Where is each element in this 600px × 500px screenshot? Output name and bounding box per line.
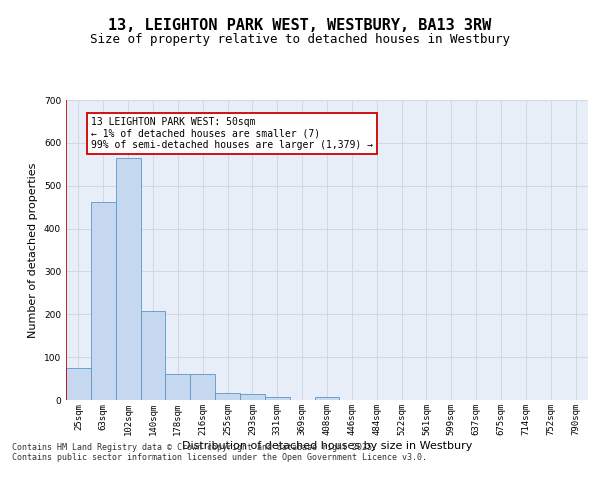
Bar xyxy=(215,392,240,400)
Bar xyxy=(166,374,190,400)
Bar xyxy=(190,374,215,400)
Bar xyxy=(91,202,116,400)
Bar xyxy=(140,312,166,400)
Text: 13, LEIGHTON PARK WEST, WESTBURY, BA13 3RW: 13, LEIGHTON PARK WEST, WESTBURY, BA13 3… xyxy=(109,18,491,32)
Y-axis label: Number of detached properties: Number of detached properties xyxy=(28,162,38,338)
Bar xyxy=(66,368,91,400)
Bar xyxy=(265,396,290,400)
Text: Size of property relative to detached houses in Westbury: Size of property relative to detached ho… xyxy=(90,32,510,46)
Text: 13 LEIGHTON PARK WEST: 50sqm
← 1% of detached houses are smaller (7)
99% of semi: 13 LEIGHTON PARK WEST: 50sqm ← 1% of det… xyxy=(91,117,373,150)
Bar xyxy=(240,394,265,400)
Bar xyxy=(116,158,140,400)
Bar xyxy=(314,396,340,400)
Text: Contains HM Land Registry data © Crown copyright and database right 2025.
Contai: Contains HM Land Registry data © Crown c… xyxy=(12,442,427,462)
X-axis label: Distribution of detached houses by size in Westbury: Distribution of detached houses by size … xyxy=(182,440,472,450)
